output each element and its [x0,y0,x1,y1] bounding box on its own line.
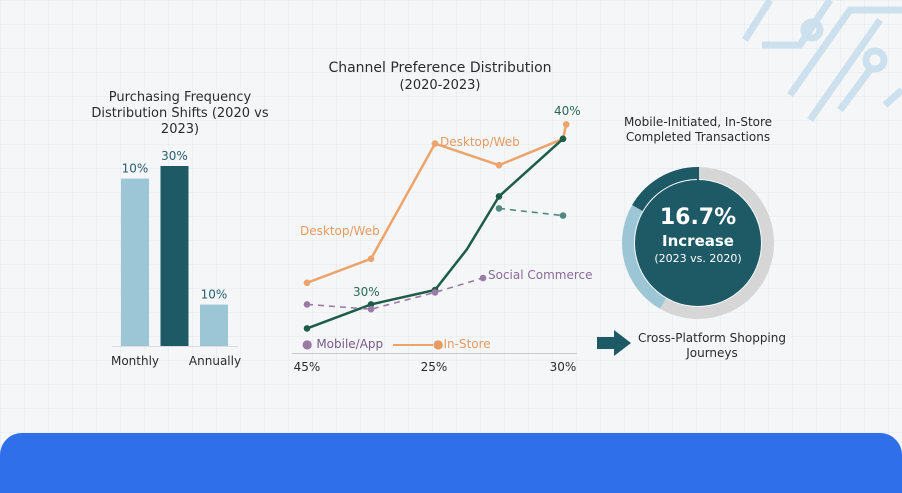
data-point [303,301,311,308]
arrow-right-icon [597,330,631,356]
data-point [431,289,439,296]
series-line [306,277,484,311]
legend-in-store: ●In-Store [433,337,491,351]
line-chart-subtitle: (2020-2023) [399,78,481,93]
bar [121,178,149,346]
data-point [367,255,375,263]
bar [200,304,228,346]
circuit-decoration-icon [742,0,902,123]
callout-text: Cross-Platform Shopping Journeys [637,331,786,360]
bar-data-label: 10% [122,162,149,176]
x-tick-label: 30% [549,360,577,374]
data-point [367,305,375,313]
annotation-desktop-web: Desktop/Web [440,135,520,149]
line-chart [303,121,570,332]
data-point [431,140,439,147]
data-point [562,121,570,128]
data-point [559,135,567,143]
legend-in-store-swatch [393,344,433,346]
annotation-30: 30% [353,285,380,299]
x-tick-label: 45% [293,360,321,374]
data-point [495,193,503,200]
donut-chart [622,167,774,319]
bar-chart-title: Purchasing Frequency Distribution Shifts… [91,90,269,137]
data-point [303,325,311,332]
donut-center-sub: (2023 vs. 2020) [654,252,742,265]
data-point [303,279,311,287]
data-point [479,274,487,282]
donut-center-label: Increase [662,232,734,250]
x-axis-line [292,353,577,354]
data-point [367,301,375,308]
line-chart-title: Channel Preference Distribution [328,60,552,76]
donut-slice [632,167,699,212]
annotation-desktop-web: Desktop/Web [300,224,380,238]
bar-category-label: Monthly [110,354,160,368]
bottom-accent-bar [0,433,902,493]
donut-center [635,180,761,306]
series-line [306,137,564,330]
annotation-40: 40% [554,104,581,118]
bar-category-label: Annually [188,354,242,368]
donut-slice [622,205,667,309]
donut-title: Mobile-Initiated, In-Store Completed Tra… [623,115,773,144]
bar-data-label: 30% [161,149,188,163]
bar [160,166,189,346]
donut-slice [660,167,774,319]
donut-center-value: 16.7% [659,205,737,230]
data-point [495,161,503,169]
x-tick-label: 25% [420,360,448,374]
bar-chart: 10% 30% 10% [112,149,238,347]
bar-data-label: 10% [201,288,228,302]
legend-mobile-app: ● Mobile/App [302,337,384,351]
data-point [495,205,503,212]
annotation-social-commerce: Social Commerce [488,268,593,282]
data-point [559,212,567,219]
